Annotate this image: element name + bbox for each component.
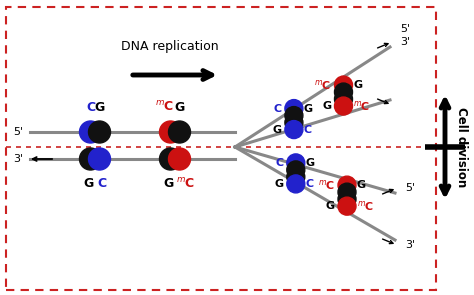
Text: 5': 5': [13, 127, 23, 137]
Text: $^m$C: $^m$C: [176, 177, 195, 191]
Text: G: G: [174, 101, 185, 114]
Text: DNA replication: DNA replication: [121, 40, 219, 53]
Circle shape: [80, 121, 101, 143]
Circle shape: [335, 76, 353, 94]
Circle shape: [338, 183, 356, 201]
Text: Cell division: Cell division: [456, 107, 468, 187]
Text: $^m$C: $^m$C: [357, 199, 374, 213]
Circle shape: [168, 121, 191, 143]
Text: 5': 5': [405, 183, 415, 193]
Circle shape: [335, 97, 353, 115]
Circle shape: [80, 148, 101, 170]
Text: 3': 3': [400, 37, 410, 47]
Text: 3': 3': [405, 240, 415, 250]
Circle shape: [287, 175, 305, 193]
Text: C: C: [306, 179, 314, 189]
Text: 5': 5': [400, 24, 410, 34]
Circle shape: [159, 148, 182, 170]
Text: G: G: [304, 104, 313, 114]
Text: G: G: [274, 179, 284, 189]
Text: $^m$C: $^m$C: [354, 99, 371, 113]
Circle shape: [159, 121, 182, 143]
Text: $^m$C: $^m$C: [314, 78, 331, 92]
Circle shape: [285, 114, 303, 132]
Circle shape: [285, 121, 303, 139]
Text: G: G: [322, 101, 331, 111]
Circle shape: [89, 121, 110, 143]
Text: G: G: [306, 158, 315, 168]
Text: 3': 3': [13, 154, 23, 164]
Circle shape: [335, 90, 353, 108]
Text: $^m$C: $^m$C: [318, 178, 335, 192]
Circle shape: [285, 106, 303, 124]
Text: G: G: [94, 101, 105, 114]
Circle shape: [338, 197, 356, 215]
Circle shape: [89, 148, 110, 170]
Circle shape: [338, 190, 356, 208]
Text: C: C: [274, 104, 282, 114]
Text: C: C: [276, 158, 284, 168]
Text: G: G: [354, 80, 363, 90]
Text: G: G: [273, 124, 282, 135]
Circle shape: [338, 176, 356, 194]
Text: C: C: [86, 101, 95, 114]
Circle shape: [287, 168, 305, 186]
Text: G: G: [83, 177, 94, 190]
Circle shape: [335, 83, 353, 101]
Text: C: C: [304, 124, 312, 135]
Text: $^m$C: $^m$C: [155, 100, 174, 114]
Circle shape: [285, 100, 303, 118]
Circle shape: [287, 154, 305, 172]
Circle shape: [168, 148, 191, 170]
Text: C: C: [97, 177, 106, 190]
Circle shape: [287, 161, 305, 179]
Text: G: G: [357, 180, 366, 190]
Text: G: G: [164, 177, 173, 190]
Text: G: G: [326, 201, 335, 211]
